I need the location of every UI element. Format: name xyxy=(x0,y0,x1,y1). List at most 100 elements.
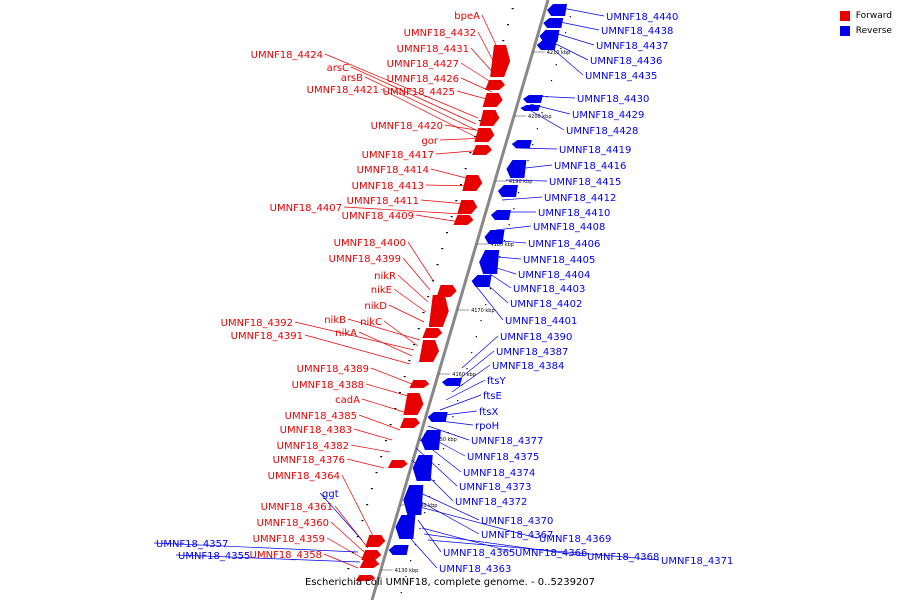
reverse-gene-leader xyxy=(485,255,522,260)
forward-gene-label: UMNF18_4388 xyxy=(292,380,364,391)
reverse-gene-label: UMNF18_4440 xyxy=(606,12,678,23)
forward-gene-block xyxy=(409,380,430,388)
forward-gene-label: UMNF18_4359 xyxy=(253,534,325,545)
genome-axis xyxy=(370,0,550,600)
feature-dot xyxy=(502,40,505,42)
forward-gene-label: arsB xyxy=(341,73,363,84)
forward-gene-label: cadA xyxy=(335,395,360,406)
feature-dot xyxy=(347,568,350,570)
feature-dot xyxy=(536,128,538,130)
feature-dot xyxy=(555,64,557,66)
forward-gene-leader xyxy=(353,428,393,441)
reverse-gene-leader xyxy=(427,539,660,561)
reverse-gene-leader xyxy=(557,33,595,46)
reverse-gene-label: UMNF18_4405 xyxy=(523,255,595,266)
reverse-gene-label: UMNF18_4410 xyxy=(538,208,610,219)
feature-dot xyxy=(442,448,445,450)
reverse-gene-label: UMNF18_4416 xyxy=(554,161,626,172)
forward-gene-leader xyxy=(444,124,489,133)
reverse-gene-block xyxy=(484,230,505,244)
feature-dot xyxy=(370,488,373,490)
reverse-gene-leader xyxy=(475,285,504,321)
forward-gene-block xyxy=(422,328,443,338)
feature-dot xyxy=(469,152,472,154)
forward-gene-leader xyxy=(334,505,369,549)
feature-dot xyxy=(527,160,529,162)
forward-gene-label: nikR xyxy=(374,271,396,282)
position-tick-label: 4150 kbp xyxy=(433,437,457,443)
forward-gene-leader xyxy=(380,88,475,137)
feature-dot xyxy=(508,224,510,226)
reverse-gene-leader xyxy=(415,447,458,487)
reverse-gene-leader xyxy=(525,107,565,131)
forward-gene-label: UMNF18_4360 xyxy=(257,518,329,529)
reverse-gene-label: UMNF18_4372 xyxy=(455,497,527,508)
forward-gene-leader xyxy=(388,304,425,323)
reverse-gene-leader xyxy=(445,379,486,401)
forward-gene-block xyxy=(482,93,503,107)
forward-gene-label: arsC xyxy=(327,63,349,74)
reverse-gene-leader xyxy=(431,419,474,426)
forward-gene-label: UMNF18_4431 xyxy=(397,44,469,55)
feature-dot xyxy=(455,200,458,202)
forward-gene-label: UMNF18_4358 xyxy=(250,550,322,561)
reverse-gene-block xyxy=(497,185,518,197)
reverse-gene-label: ftsY xyxy=(487,376,506,387)
forward-gene-leader xyxy=(477,31,499,71)
forward-gene-leader xyxy=(415,214,461,223)
forward-gene-leader xyxy=(304,334,411,365)
forward-gene-label: UMNF18_4424 xyxy=(251,50,323,61)
forward-gene-leader xyxy=(350,444,391,453)
reverse-gene-block xyxy=(539,30,560,42)
legend-forward: Forward xyxy=(839,8,892,23)
legend: Forward Reverse xyxy=(839,8,892,38)
forward-gene-block xyxy=(453,215,474,225)
reverse-gene-label: UMNF18_4366 xyxy=(515,548,587,559)
feature-dot xyxy=(399,392,402,394)
reverse-gene-label: ftsE xyxy=(483,391,502,402)
reverse-gene-label: UMNF18_4357 xyxy=(156,539,228,550)
reverse-gene-leader xyxy=(529,103,571,115)
forward-gene-leader xyxy=(358,414,401,431)
forward-gene-label: UMNF18_4409 xyxy=(342,211,414,222)
forward-gene-leader xyxy=(358,331,413,357)
forward-gene-leader xyxy=(326,537,363,559)
forward-gene-label: UMNF18_4389 xyxy=(297,364,369,375)
reverse-gene-leader xyxy=(175,554,361,563)
feature-dot xyxy=(569,16,571,18)
reverse-gene-leader xyxy=(507,164,553,171)
reverse-gene-label: rpoH xyxy=(475,421,499,432)
reverse-gene-leader xyxy=(461,335,499,369)
reverse-gene-leader xyxy=(409,537,438,569)
forward-gene-block xyxy=(361,550,382,560)
reverse-gene-block xyxy=(520,105,541,111)
feature-dot xyxy=(405,576,407,578)
reverse-gene-label: UMNF18_4429 xyxy=(572,110,644,121)
forward-gene-leader xyxy=(383,320,419,347)
forward-gene-label: UMNF18_4383 xyxy=(280,425,352,436)
reverse-gene-leader xyxy=(457,350,495,381)
feature-dot xyxy=(452,416,454,418)
forward-gene-leader xyxy=(324,53,479,119)
feature-dot xyxy=(424,512,426,514)
reverse-gene-label: UMNF18_4428 xyxy=(566,126,638,137)
feature-dot xyxy=(480,320,482,322)
feature-dot xyxy=(356,536,359,538)
feature-dot xyxy=(475,336,477,338)
forward-gene-leader xyxy=(430,168,475,181)
forward-gene-label: UMNF18_4364 xyxy=(268,471,340,482)
reverse-gene-leader xyxy=(483,263,517,275)
forward-gene-block xyxy=(485,80,506,90)
reverse-gene-label: ftsX xyxy=(479,407,498,418)
reverse-gene-block xyxy=(395,515,416,539)
forward-gene-label: UMNF18_4411 xyxy=(347,196,419,207)
position-tick-label: 4130 kbp xyxy=(395,568,419,574)
forward-gene-leader xyxy=(407,241,435,283)
reverse-gene-block xyxy=(511,140,532,148)
reverse-gene-block xyxy=(547,4,568,16)
forward-gene-label: UMNF18_4376 xyxy=(273,455,345,466)
forward-gene-label: UMNF18_4425 xyxy=(383,87,455,98)
position-tick-label: 4180 kbp xyxy=(490,242,514,248)
reverse-gene-leader xyxy=(427,425,470,441)
forward-gene-leader xyxy=(365,383,409,397)
